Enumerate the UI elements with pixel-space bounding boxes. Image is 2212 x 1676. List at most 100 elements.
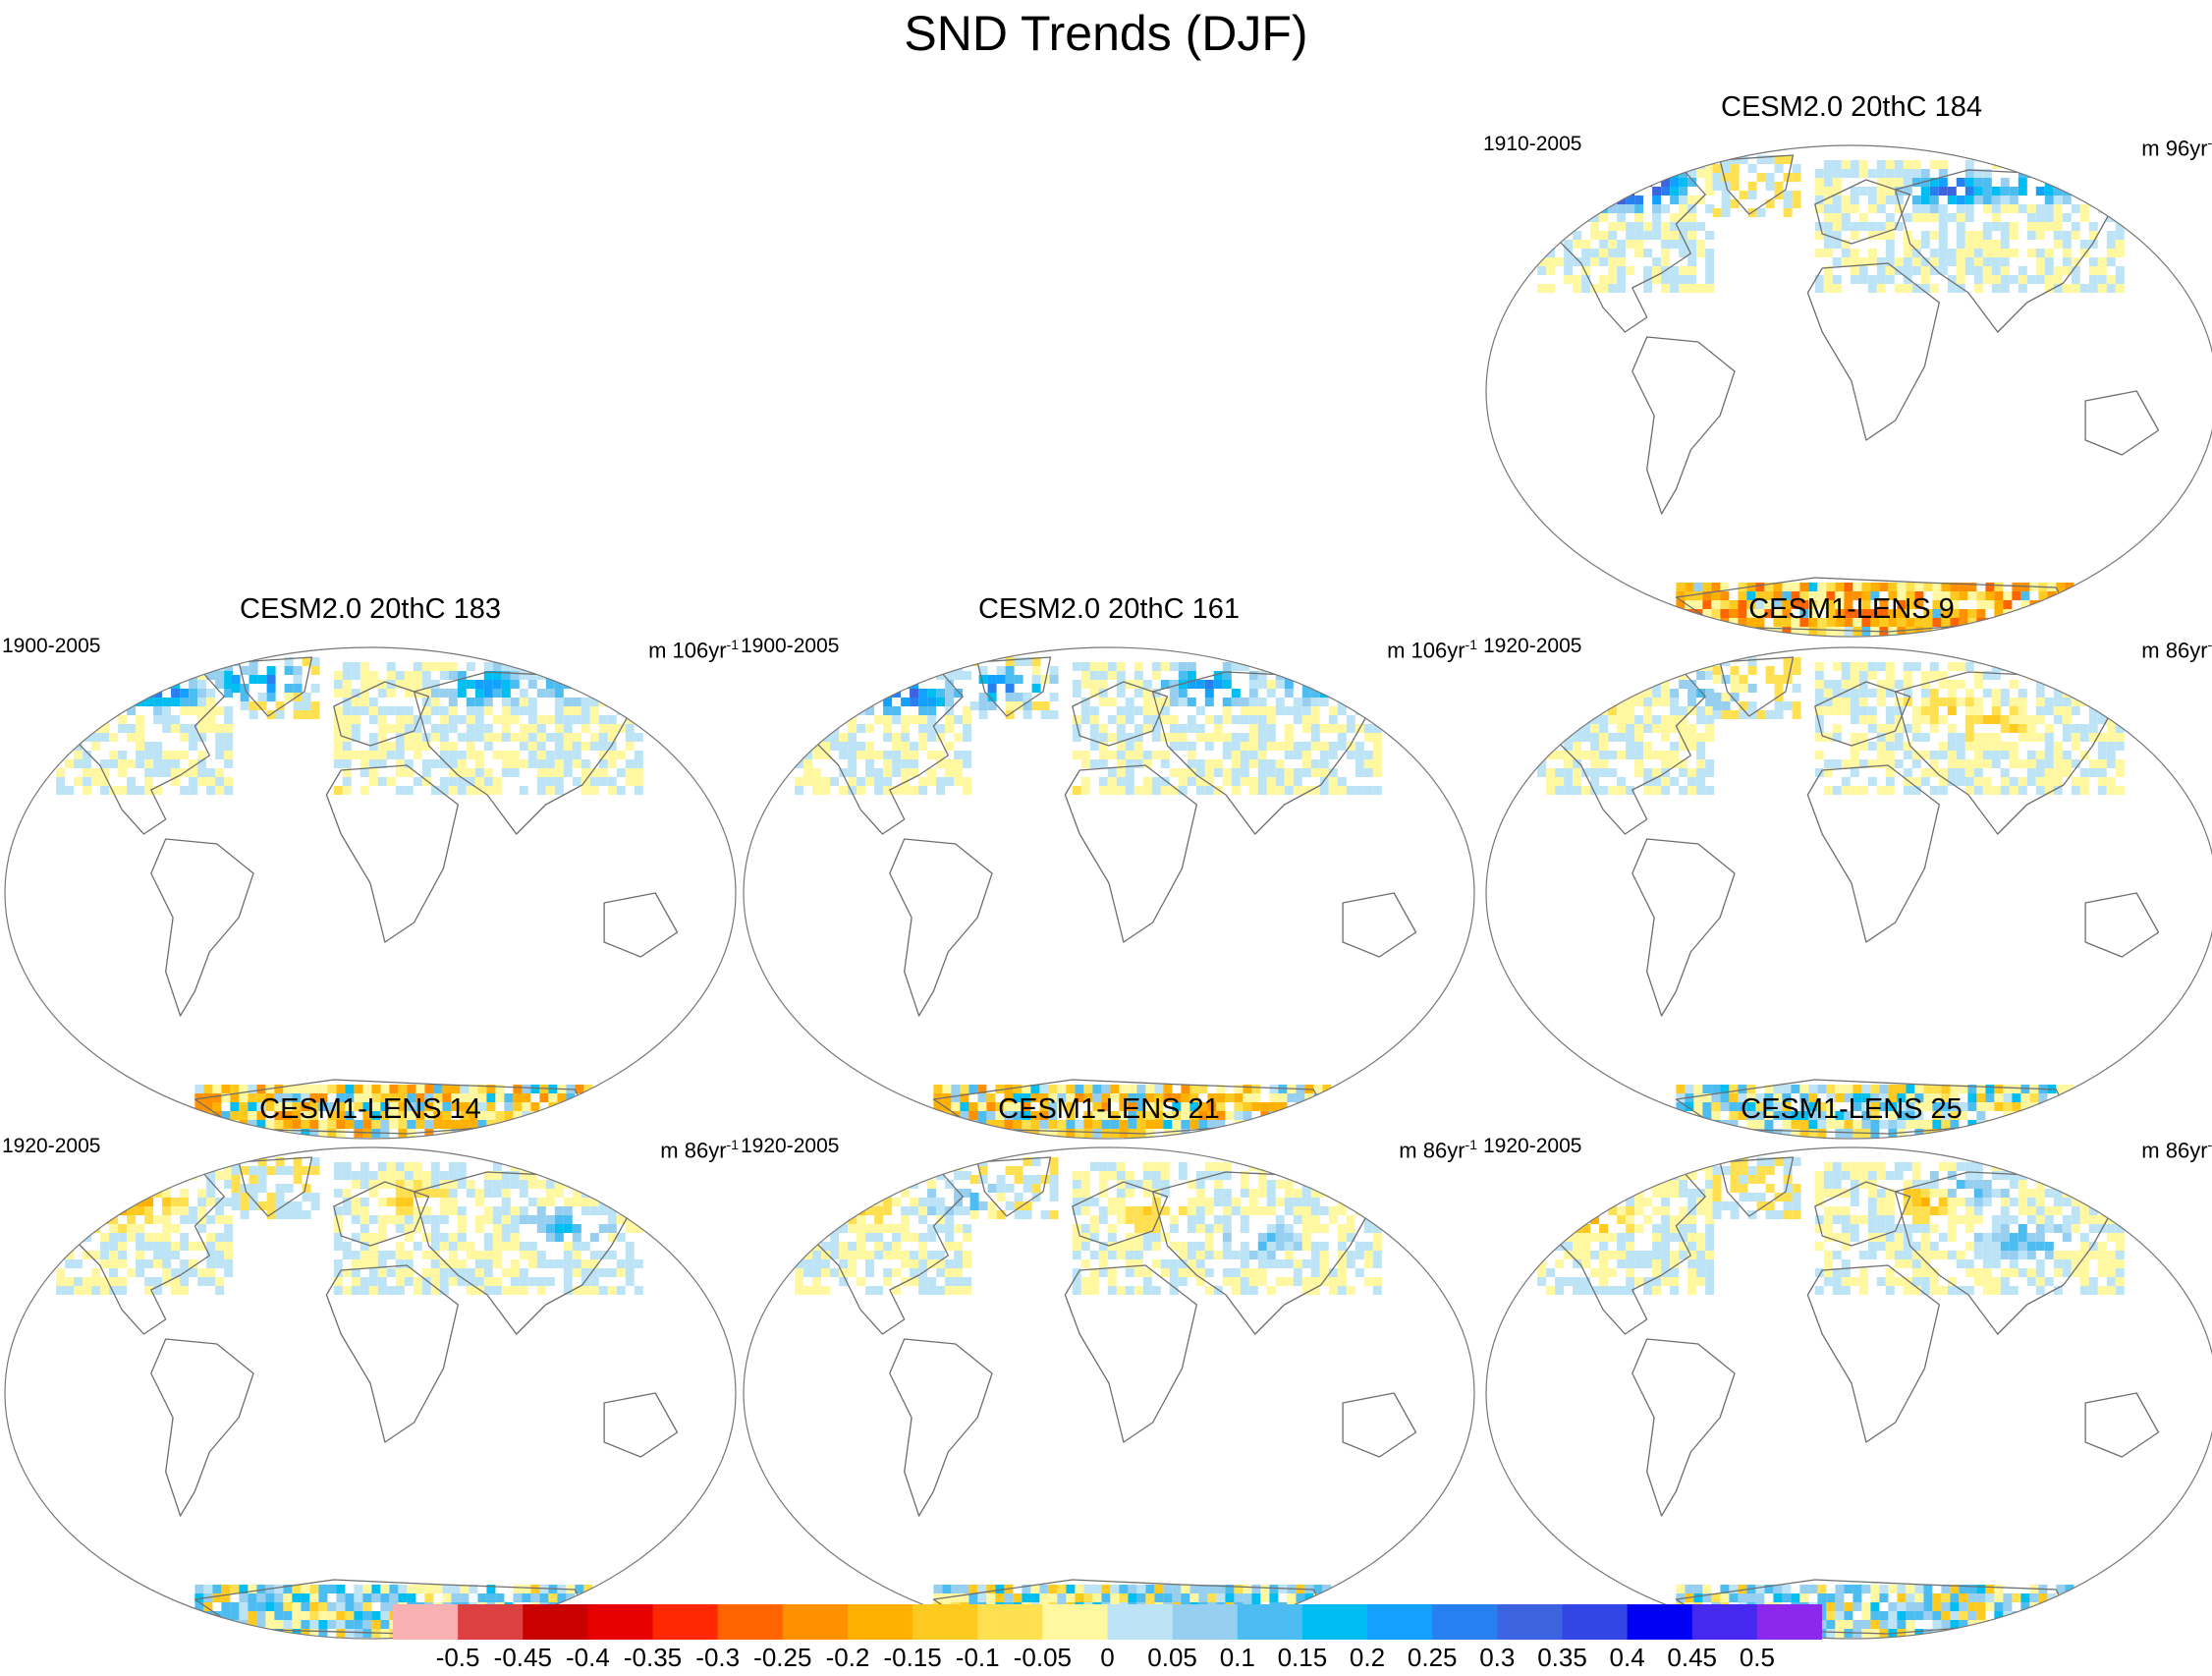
trend-cell [460,1093,470,1102]
trend-cell [1982,715,1992,724]
trend-cell [1080,777,1090,786]
trend-cell [1555,777,1565,786]
trend-cell [351,1259,360,1268]
trend-cell [795,742,804,751]
trend-cell [1808,600,1818,609]
trend-cell [1858,275,1868,284]
trend-cell [1537,240,1547,249]
trend-cell [1004,1120,1014,1129]
trend-cell [377,759,387,768]
trend-cell [1284,1242,1294,1251]
trend-cell [1128,1120,1137,1129]
trend-cell [1072,786,1081,795]
trend-cell [963,1251,972,1259]
trend-cell [625,1162,635,1171]
trend-cell [1125,751,1134,759]
trend-cell [197,1198,207,1206]
trend-cell [1702,609,1712,618]
trend-cell [1278,1085,1288,1093]
trend-cell [2071,724,2080,733]
trend-cell [2106,187,2116,196]
trend-cell [1590,759,1600,768]
trend-cell [65,1233,75,1242]
trend-cell [2071,733,2080,742]
trend-cell [248,1093,257,1102]
trend-cell [1938,169,1948,178]
trend-cell [519,1206,528,1215]
trend-cell [194,1585,204,1593]
panel-title: CESM1-LENS 9 [1748,593,1955,625]
trend-cell [1964,204,1974,213]
trend-cell [162,671,172,680]
trend-cell [1705,169,1715,178]
trend-cell [74,671,83,680]
trend-cell [1634,742,1644,751]
trend-cell [1116,1171,1126,1180]
trend-cell [1739,701,1748,710]
trend-cell [215,1242,225,1251]
trend-cell [2097,742,2107,751]
trend-cell [821,1162,831,1171]
trend-cell [1537,671,1547,680]
trend-cell [1608,204,1618,213]
trend-cell [883,1268,893,1277]
trend-cell [1573,662,1582,671]
trend-cell [1956,777,1965,786]
trend-cell [1832,284,1842,293]
trend-cell [1791,1111,1800,1120]
trend-cell [224,1251,234,1259]
trend-cell [1098,662,1108,671]
trend-cell [2115,284,2125,293]
trend-cell [996,675,1006,684]
trend-cell [1814,680,1824,689]
trend-cell [127,1206,137,1215]
trend-cell [1792,191,1801,199]
trend-cell [265,1102,275,1111]
trend-cell [293,1166,303,1175]
trend-cell [2009,187,2018,196]
trend-cell [1248,680,1258,689]
trend-cell [404,742,414,751]
trend-cell [474,724,484,733]
trend-cell [2115,768,2125,777]
trend-cell [1841,689,1851,698]
trend-cell [239,1111,249,1120]
trend-cell [857,724,866,733]
trend-cell [1696,222,1706,231]
trend-cell [1257,724,1267,733]
trend-cell [901,1251,911,1259]
trend-cell [1240,1259,1249,1268]
world-map [4,1146,737,1640]
trend-cell [206,1233,216,1242]
trend-cell [1248,759,1258,768]
trend-cell [1089,715,1099,724]
trend-cell [171,777,181,786]
trend-cell [1941,609,1951,618]
trend-cell [407,1102,416,1111]
trend-cell [368,1242,378,1251]
trend-cell [1187,662,1196,671]
trend-cell [2053,204,2063,213]
trend-cell [936,1268,946,1277]
trend-cell [1101,1085,1111,1093]
trend-cell [1920,240,1930,249]
trend-cell [1555,715,1565,724]
trend-cell [215,680,225,689]
trend-cell [221,1611,231,1620]
trend-cell [1617,284,1627,293]
trend-cell [1879,609,1889,618]
trend-cell [960,1102,969,1111]
trend-cell [1301,1189,1311,1198]
trend-cell [301,1602,310,1611]
trend-cell [345,1085,355,1093]
trend-cell [310,666,320,675]
trend-cell [224,715,234,724]
trend-cell [2097,169,2107,178]
trend-cell [1973,284,1983,293]
trend-cell [1696,786,1706,795]
trend-cell [513,1102,523,1111]
trend-cell [1841,759,1851,768]
trend-cell [1643,266,1653,275]
trend-cell [978,710,988,719]
trend-cell [345,1102,355,1111]
